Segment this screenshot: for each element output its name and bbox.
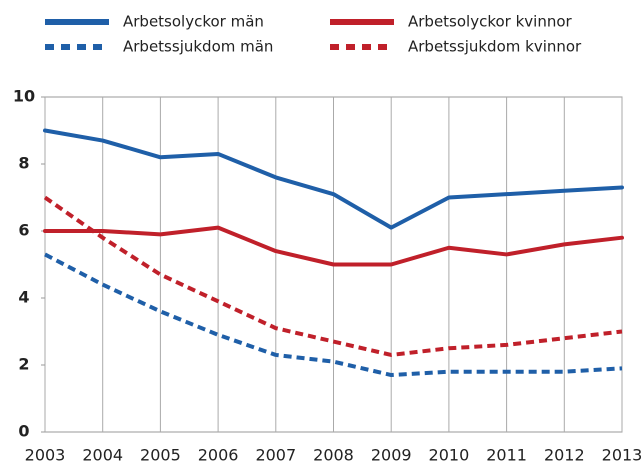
legend-label: Arbetssjukdom kvinnor [408,38,582,56]
y-tick-label: 6 [18,221,29,240]
legend-label: Arbetsolyckor män [123,13,264,31]
x-tick-label: 2005 [140,446,181,465]
legend-label: Arbetsolyckor kvinnor [408,13,573,31]
x-tick-label: 2009 [371,446,412,465]
x-tick-label: 2011 [486,446,527,465]
legend-label: Arbetssjukdom män [123,38,273,56]
y-tick-label: 4 [18,288,29,307]
x-tick-label: 2012 [544,446,585,465]
x-tick-label: 2013 [602,446,643,465]
y-tick-label: 2 [18,355,29,374]
x-tick-label: 2010 [429,446,470,465]
y-tick-label: 10 [13,87,35,106]
x-tick-label: 2007 [255,446,296,465]
series-line [44,252,623,378]
y-tick-label: 0 [18,422,29,441]
x-tick-label: 2008 [313,446,354,465]
x-tick-label: 2006 [198,446,239,465]
x-tick-label: 2003 [25,446,66,465]
x-tick-label: 2004 [82,446,123,465]
y-tick-label: 8 [18,154,29,173]
series-line [43,225,624,267]
series-line [43,128,624,230]
series-line [43,195,623,357]
